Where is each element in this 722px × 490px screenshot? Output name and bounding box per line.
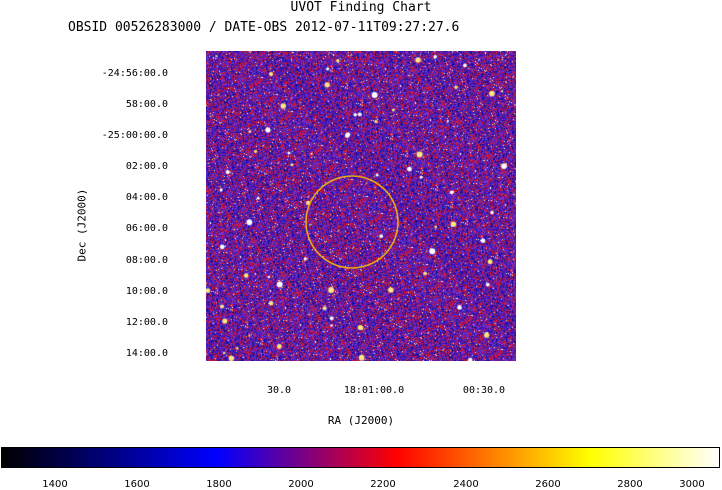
dec-tick-label: 10:00.0	[125, 286, 168, 297]
colorbar-tick-label: 2800	[617, 479, 643, 490]
sky-image	[206, 51, 516, 361]
dec-tick-label: 02:00.0	[125, 161, 168, 172]
colorbar-tick-label: 1800	[206, 479, 232, 490]
colorbar-tick-label: 2400	[453, 479, 479, 490]
chart-title: UVOT Finding Chart	[290, 0, 432, 15]
ra-tick-label: 18:01:00.0	[343, 385, 405, 396]
dec-tick-label: 14:00.0	[125, 348, 168, 359]
dec-tick-label: 04:00.0	[125, 192, 168, 203]
ra-axis-label: RA (J2000)	[327, 414, 395, 427]
dec-tick-label: 08:00.0	[125, 255, 168, 266]
colorbar-tick-label: 3000	[679, 479, 705, 490]
dec-tick-label: -25:00:00.0	[101, 130, 168, 141]
colorbar-tick-label: 1600	[124, 479, 150, 490]
colorbar	[1, 447, 720, 468]
dec-tick-label: 58:00.0	[125, 99, 168, 110]
dec-tick-label: 12:00.0	[125, 317, 168, 328]
colorbar-tick-label: 1400	[42, 479, 68, 490]
chart-subtitle: OBSID 00526283000 / DATE-OBS 2012-07-11T…	[68, 20, 460, 35]
colorbar-tick-label: 2600	[535, 479, 561, 490]
dec-axis-label: Dec (J2000)	[75, 188, 89, 262]
dec-tick-label: 06:00.0	[125, 223, 168, 234]
colorbar-tick-label: 2200	[370, 479, 396, 490]
ra-tick-label: 30.0	[266, 385, 292, 396]
ra-tick-label: 00:30.0	[462, 385, 506, 396]
dec-tick-label: -24:56:00.0	[101, 68, 168, 79]
colorbar-tick-label: 2000	[288, 479, 314, 490]
